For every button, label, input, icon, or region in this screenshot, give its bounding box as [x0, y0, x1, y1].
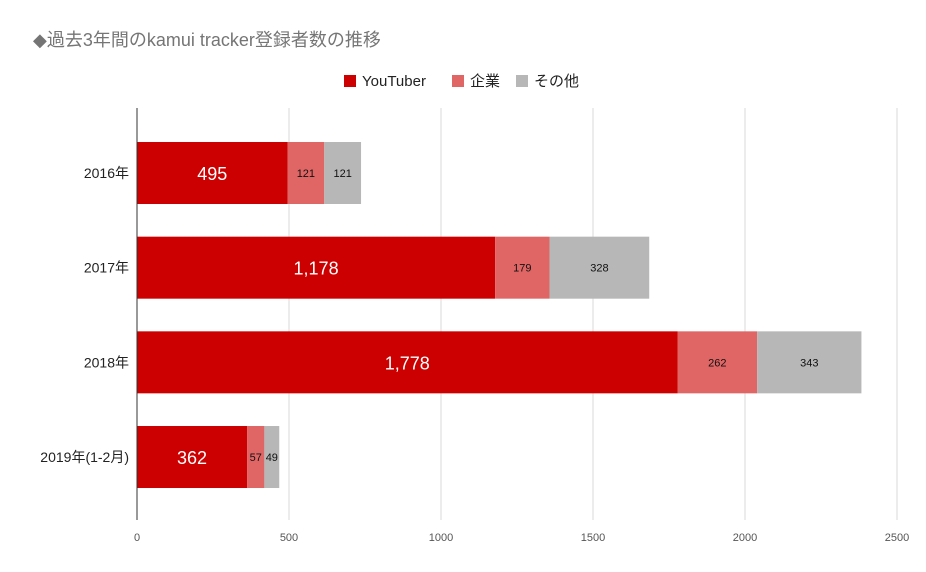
bar-segment [264, 426, 280, 489]
bar-segment [677, 331, 758, 394]
x-tick-label: 2000 [733, 532, 757, 544]
x-tick-label: 500 [280, 532, 298, 544]
category-label: 2019年(1-2月) [40, 449, 129, 465]
legend-label: 企業 [470, 72, 500, 90]
data-label: 1,778 [385, 353, 430, 373]
bar-segment [495, 236, 550, 299]
data-label: 343 [800, 357, 818, 369]
bar-segment [549, 236, 650, 299]
data-label: 1,178 [294, 259, 339, 279]
bar-segment [137, 426, 248, 489]
x-tick-label: 1500 [581, 532, 605, 544]
legend-swatch [344, 75, 356, 87]
bar-segment [324, 142, 362, 204]
data-label: 121 [333, 168, 351, 180]
data-label: 179 [513, 263, 531, 275]
category-label: 2016年 [84, 165, 129, 181]
data-labels: 495 121 121 1,178 179 328 1,778 262 343 362 57 49 [177, 164, 818, 468]
axes: 0 500 1000 1500 2000 2500 2016年 2017年 2018年 2019年… [40, 108, 909, 544]
x-tick-label: 1000 [429, 532, 453, 544]
legend: YouTuber 企業 その他 [344, 72, 579, 90]
data-label: 57 [250, 452, 262, 464]
data-label: 262 [708, 357, 726, 369]
x-tick-label: 0 [134, 532, 140, 544]
bar-segment [287, 142, 325, 204]
legend-label: その他 [534, 73, 579, 90]
bar-segment [137, 236, 496, 299]
data-label: 121 [297, 168, 315, 180]
legend-swatch [516, 75, 528, 87]
bar-segment [757, 331, 862, 394]
bars [137, 142, 862, 489]
legend-label: YouTuber [362, 73, 426, 90]
gridlines [288, 108, 898, 520]
bar-segment [247, 426, 265, 489]
chart-title: ◆過去3年間のkamui tracker登録者数の推移 [33, 30, 381, 50]
bar-segment [137, 142, 288, 204]
legend-swatch [452, 75, 464, 87]
data-label: 362 [177, 448, 207, 468]
category-label: 2017年 [84, 260, 129, 276]
bar-segment [137, 331, 678, 394]
data-label: 495 [197, 164, 227, 184]
data-label: 328 [590, 263, 608, 275]
x-tick-label: 2500 [885, 532, 909, 544]
category-label: 2018年 [84, 354, 129, 370]
data-label: 49 [266, 452, 278, 464]
